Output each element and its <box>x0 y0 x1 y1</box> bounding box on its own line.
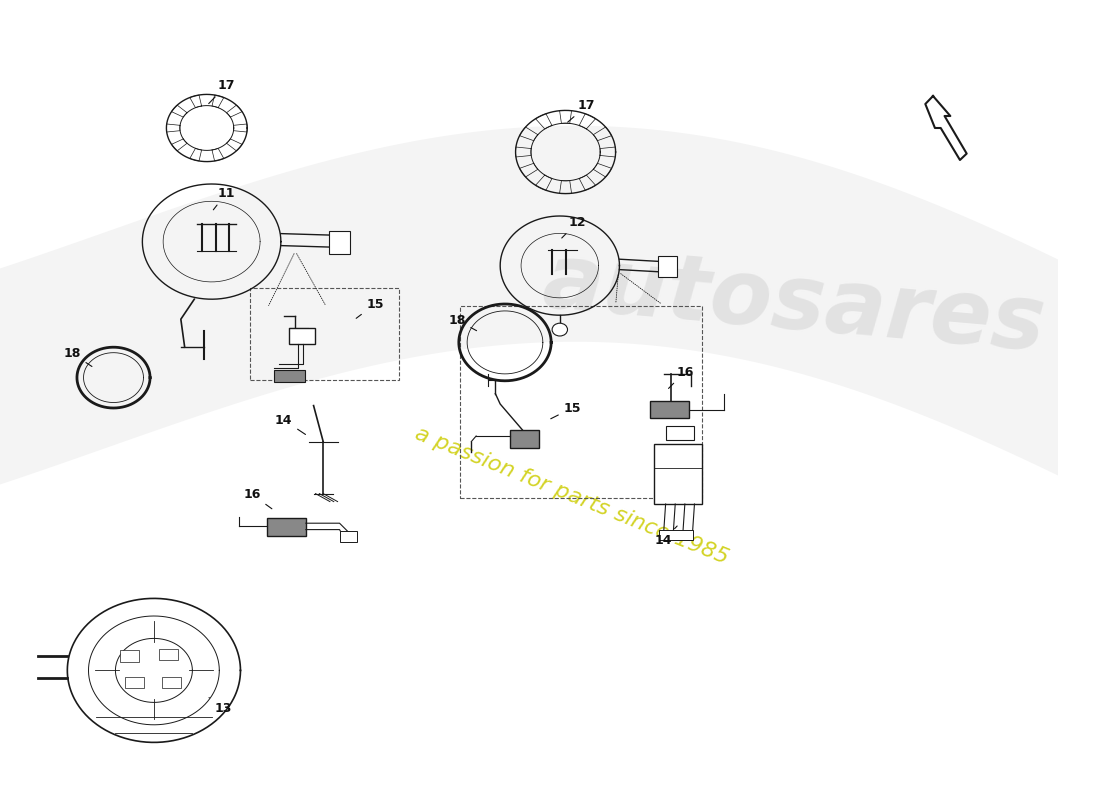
Bar <box>659 530 693 540</box>
Bar <box>158 649 178 660</box>
Bar <box>509 430 539 448</box>
Bar <box>125 677 144 688</box>
Bar <box>250 288 399 380</box>
Text: 13: 13 <box>209 698 232 714</box>
Text: 18: 18 <box>64 347 92 366</box>
Text: 15: 15 <box>356 298 384 318</box>
Bar <box>162 677 180 688</box>
Text: 17: 17 <box>568 99 595 122</box>
Bar <box>666 426 694 440</box>
Bar <box>288 328 316 344</box>
Bar <box>650 401 689 418</box>
Text: 17: 17 <box>209 79 234 103</box>
Text: 16: 16 <box>243 488 272 509</box>
Text: 14: 14 <box>275 414 306 434</box>
Bar <box>654 444 702 504</box>
Bar <box>658 256 678 277</box>
Text: a passion for parts since 1985: a passion for parts since 1985 <box>411 424 732 568</box>
Text: 12: 12 <box>562 216 586 238</box>
Polygon shape <box>0 126 1058 485</box>
Bar <box>274 370 305 382</box>
Text: 18: 18 <box>448 314 476 330</box>
Bar <box>460 306 702 498</box>
Circle shape <box>552 323 568 336</box>
Bar <box>267 518 306 536</box>
Bar <box>329 231 350 254</box>
Text: 15: 15 <box>551 402 581 418</box>
Text: autosares: autosares <box>539 238 1048 370</box>
Text: 14: 14 <box>654 526 678 546</box>
Text: 11: 11 <box>213 187 234 210</box>
Bar <box>340 531 356 542</box>
Text: 16: 16 <box>669 366 693 389</box>
Bar <box>120 650 140 662</box>
